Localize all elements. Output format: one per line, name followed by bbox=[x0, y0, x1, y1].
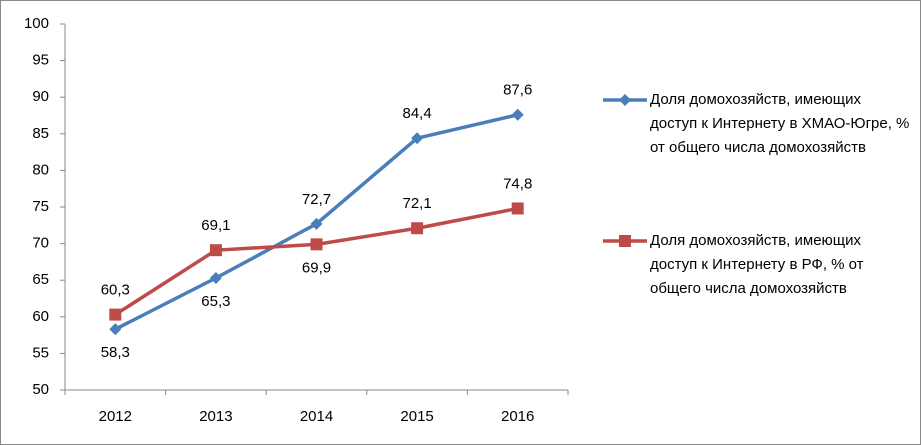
marker bbox=[411, 222, 424, 235]
data-label: 72,1 bbox=[402, 195, 431, 212]
legend-label: Доля домохозяйств, имеющих доступ к Инте… bbox=[650, 91, 910, 156]
y-tick-label: 80 bbox=[32, 161, 49, 178]
marker bbox=[209, 244, 222, 257]
x-tick-label: 2012 bbox=[99, 408, 132, 425]
y-tick-label: 75 bbox=[32, 198, 49, 215]
data-label: 84,4 bbox=[402, 105, 431, 122]
marker bbox=[209, 272, 222, 285]
y-tick-label: 85 bbox=[32, 125, 49, 142]
y-tick-label: 70 bbox=[32, 235, 49, 252]
y-tick-label: 90 bbox=[32, 88, 49, 105]
x-tick-label: 2016 bbox=[501, 408, 534, 425]
legend-label: Доля домохозяйств, имеющих доступ к Инте… bbox=[650, 232, 864, 297]
marker bbox=[310, 217, 323, 230]
data-label: 65,3 bbox=[201, 293, 230, 310]
y-tick-label: 55 bbox=[32, 344, 49, 361]
data-label: 60,3 bbox=[101, 282, 130, 299]
data-label: 69,1 bbox=[201, 217, 230, 234]
x-tick-label: 2013 bbox=[199, 408, 232, 425]
data-label: 69,9 bbox=[302, 259, 331, 276]
data-label: 58,3 bbox=[101, 344, 130, 361]
x-tick-label: 2014 bbox=[300, 408, 333, 425]
data-label: 72,7 bbox=[302, 191, 331, 208]
marker bbox=[511, 202, 524, 215]
y-tick-label: 65 bbox=[32, 271, 49, 288]
data-label: 74,8 bbox=[503, 175, 532, 192]
y-tick-label: 95 bbox=[32, 52, 49, 69]
marker bbox=[310, 238, 323, 251]
marker bbox=[109, 308, 122, 321]
marker bbox=[109, 323, 122, 336]
marker bbox=[411, 132, 424, 145]
data-label: 87,6 bbox=[503, 82, 532, 99]
y-tick-label: 100 bbox=[24, 15, 49, 32]
y-tick-label: 60 bbox=[32, 308, 49, 325]
y-tick-label: 50 bbox=[32, 381, 49, 398]
marker bbox=[511, 108, 524, 121]
x-tick-label: 2015 bbox=[400, 408, 433, 425]
